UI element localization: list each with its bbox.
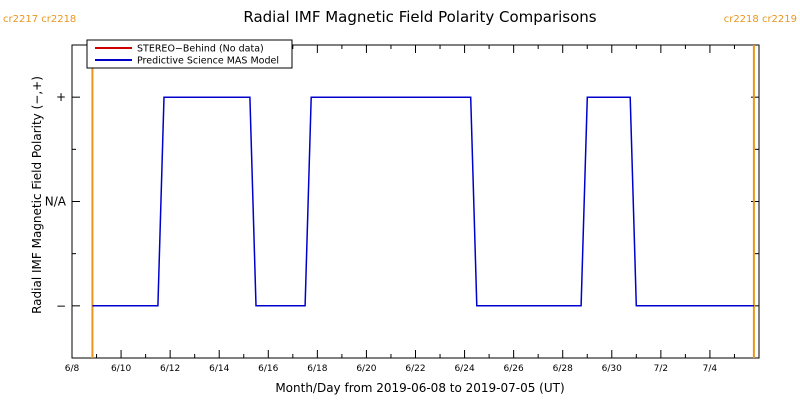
x-tick-label: 6/10 [111, 364, 131, 374]
legend-label-stereo: STEREO−Behind (No data) [137, 44, 264, 55]
legend-box [86, 39, 293, 69]
carrington-rotation-label: cr2218 cr2219 [724, 14, 797, 25]
x-axis-label: Month/Day from 2019-06-08 to 2019-07-05 … [275, 381, 564, 395]
x-tick-label: 6/12 [160, 364, 180, 374]
legend: STEREO−Behind (No data) Predictive Scien… [86, 39, 293, 69]
x-tick-label: 6/22 [405, 364, 425, 374]
y-tick-label: N/A [45, 195, 67, 209]
x-tick-label: 6/8 [65, 364, 80, 374]
chart-title: Radial IMF Magnetic Field Polarity Compa… [243, 8, 596, 26]
x-tick-label: 6/18 [307, 364, 327, 374]
series-layer [92, 96, 754, 307]
x-tick-label: 6/16 [258, 364, 278, 374]
series-line-mas [92, 96, 754, 307]
x-tick-label: 6/28 [553, 364, 573, 374]
x-tick-label: 6/26 [504, 364, 524, 374]
carrington-rotation-label: cr2217 cr2218 [3, 14, 76, 25]
legend-label-mas: Predictive Science MAS Model [137, 56, 279, 67]
x-tick-label: 7/4 [703, 364, 718, 374]
x-tick-label: 6/20 [356, 364, 376, 374]
x-ticks: 6/8 6/10 6/12 6/14 6/16 6/18 6/20 6/22 6/24 6/26 6… [65, 45, 760, 374]
y-ticks: − N/A + [45, 90, 759, 313]
x-tick-label: 7/2 [654, 364, 668, 374]
y-tick-label: − [56, 299, 66, 313]
x-tick-label: 6/14 [209, 364, 229, 374]
x-tick-label: 6/24 [454, 364, 474, 374]
y-tick-label: + [56, 90, 66, 104]
y-axis-label: Radial IMF Magnetic Field Polarity (−,+) [30, 76, 44, 314]
x-tick-label: 6/30 [602, 364, 622, 374]
